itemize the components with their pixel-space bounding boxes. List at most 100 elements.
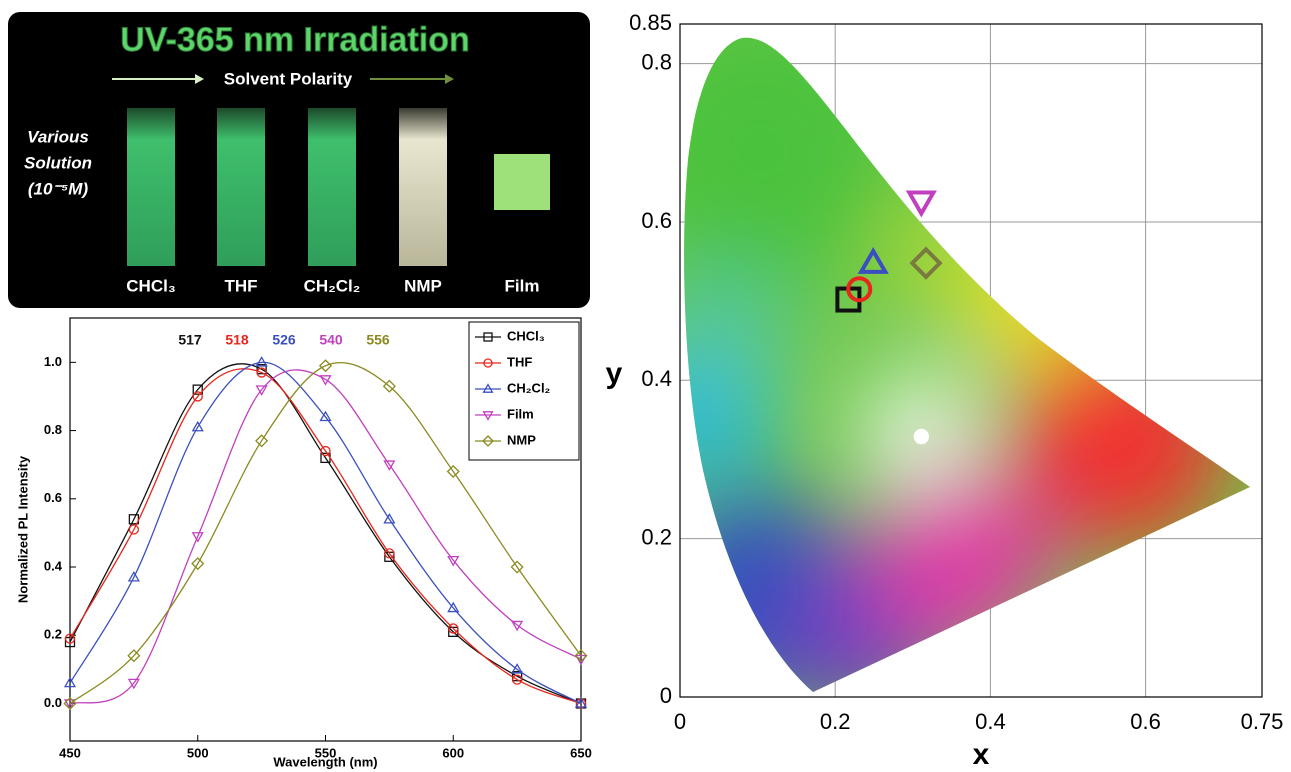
cuvette	[308, 108, 356, 266]
series-line	[69, 361, 582, 704]
marker	[192, 391, 203, 402]
side-label: Solution	[24, 153, 92, 172]
legend-marker	[482, 383, 494, 393]
marker	[255, 356, 268, 367]
sample-label: CH₂Cl₂	[304, 276, 361, 295]
legend-marker	[482, 435, 494, 447]
marker	[127, 571, 140, 582]
marker	[384, 548, 395, 559]
film-sample	[494, 154, 550, 210]
sample-label: Film	[505, 276, 540, 295]
y-tick-label: 0.6	[44, 490, 62, 505]
y-tick-label: 0	[660, 683, 672, 708]
marker	[192, 384, 203, 395]
x-tick-label: 500	[187, 745, 209, 760]
marker	[318, 359, 333, 373]
marker	[447, 601, 460, 613]
cuvette	[127, 108, 175, 266]
x-tick-label: 600	[442, 745, 464, 760]
x-tick-label: 450	[59, 745, 81, 760]
arrow-head	[445, 74, 454, 84]
marker	[63, 696, 77, 711]
sample-label: NMP	[404, 276, 442, 295]
marker	[448, 626, 459, 637]
marker	[511, 674, 523, 685]
peak-label: 556	[366, 332, 390, 348]
legend-marker	[482, 411, 494, 421]
marker	[574, 697, 588, 708]
y-tick-label: 0.0	[44, 695, 62, 710]
cuvette	[217, 108, 265, 266]
side-label: (10⁻⁵M)	[28, 179, 89, 198]
peak-label: 540	[319, 332, 343, 348]
legend-label: CH₂Cl₂	[507, 380, 551, 395]
marker	[255, 385, 268, 396]
marker	[319, 375, 332, 386]
cuvette	[399, 108, 447, 266]
marker	[256, 367, 267, 378]
peak-label: 526	[272, 332, 296, 348]
marker	[191, 532, 204, 543]
x-axis-label: Wavelength (nm)	[273, 754, 377, 769]
marker	[905, 190, 937, 218]
marker	[382, 379, 396, 393]
legend-marker	[483, 358, 493, 368]
x-tick-label: 0.6	[1130, 709, 1161, 734]
marker	[857, 247, 889, 274]
peak-label: 518	[225, 332, 249, 348]
y-axis-label: y	[606, 357, 623, 390]
legend-label: Film	[507, 406, 534, 421]
peak-label: 517	[178, 332, 202, 348]
y-tick-label: 0.2	[44, 627, 62, 642]
side-label: Various	[27, 127, 89, 146]
x-tick-label: 650	[570, 745, 592, 760]
marker	[320, 445, 331, 457]
marker	[127, 678, 140, 690]
y-tick-label: 0.4	[641, 366, 672, 391]
marker	[447, 555, 460, 567]
photo-panel: UV-365 nm Irradiation Solvent Polarity V…	[8, 12, 590, 308]
cie-gamut	[684, 37, 1250, 693]
plot-frame	[679, 23, 1263, 698]
marker	[191, 557, 205, 571]
marker	[127, 649, 141, 663]
x-tick-label: 550	[315, 745, 337, 760]
marker	[913, 428, 930, 445]
marker	[63, 676, 77, 688]
series-line	[69, 361, 582, 705]
x-tick-label: 0.75	[1241, 709, 1284, 734]
marker	[383, 513, 396, 524]
x-tick-label: 0.2	[820, 709, 851, 734]
y-tick-label: 0.2	[641, 524, 672, 549]
series-line	[69, 368, 582, 705]
marker	[383, 460, 396, 471]
arrow-head	[195, 74, 204, 84]
marker	[255, 434, 269, 448]
x-tick-label: 0	[674, 709, 686, 734]
marker	[191, 420, 204, 432]
arrow-label: Solvent Polarity	[224, 69, 353, 88]
marker	[446, 464, 460, 479]
marker	[319, 410, 332, 422]
x-tick-label: 0.4	[975, 709, 1006, 734]
y-tick-label: 0.8	[641, 49, 672, 74]
sample-label: THF	[224, 276, 257, 295]
x-axis-label: x	[973, 738, 990, 771]
sample-label: CHCl₃	[126, 276, 175, 295]
marker	[846, 276, 873, 303]
y-tick-label: 0.6	[641, 208, 672, 233]
marker	[510, 560, 524, 574]
photo-title: UV-365 nm Irradiation	[120, 21, 470, 59]
marker	[511, 663, 524, 674]
marker	[511, 620, 524, 632]
marker	[256, 364, 267, 375]
marker	[574, 649, 588, 663]
y-tick-label: 0.85	[629, 10, 672, 35]
legend-label: THF	[507, 354, 532, 369]
marker	[909, 246, 943, 280]
y-axis-label: Normalized PL Intensity	[15, 455, 30, 603]
legend-label: CHCl₃	[507, 328, 545, 343]
marker	[128, 524, 140, 535]
y-tick-label: 0.8	[44, 422, 62, 437]
marker	[63, 699, 77, 710]
